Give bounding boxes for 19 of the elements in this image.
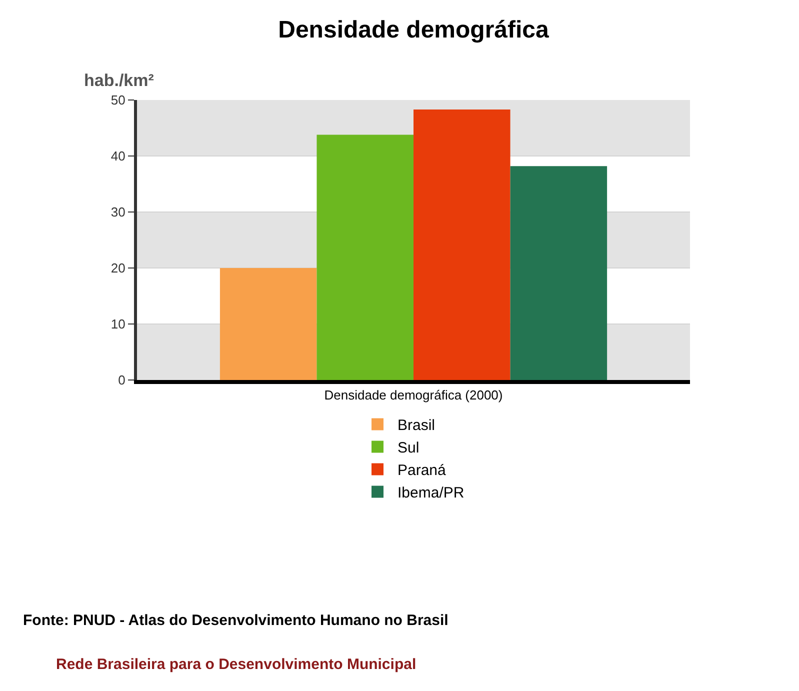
y-tick-label: 10	[110, 316, 126, 332]
y-tick-label: 20	[110, 260, 126, 276]
bar	[510, 166, 608, 380]
x-tick-label: Densidade demográfica (2000)	[324, 388, 503, 403]
y-tick-label: 0	[118, 372, 126, 388]
legend-label: Brasil	[398, 417, 436, 434]
bar	[414, 110, 510, 380]
legend-label: Ibema/PR	[398, 484, 464, 502]
legend-label: Sul	[398, 440, 420, 457]
y-tick-label: 30	[110, 204, 126, 220]
bar	[220, 268, 317, 380]
y-tick-label: 50	[110, 92, 126, 108]
bar	[316, 134, 414, 380]
y-tick-label: 40	[110, 148, 126, 164]
legend-label: Paraná	[398, 462, 447, 480]
source-note: Fonte: PNUD - Atlas do Desenvolvimento Humano no Brasil	[23, 612, 448, 629]
text: Rede Brasileira para o Desenvolvimento Municipal	[56, 656, 416, 673]
chart-title: Densidade demográfica	[278, 16, 550, 44]
y-axis-title: hab./km²	[84, 71, 154, 90]
